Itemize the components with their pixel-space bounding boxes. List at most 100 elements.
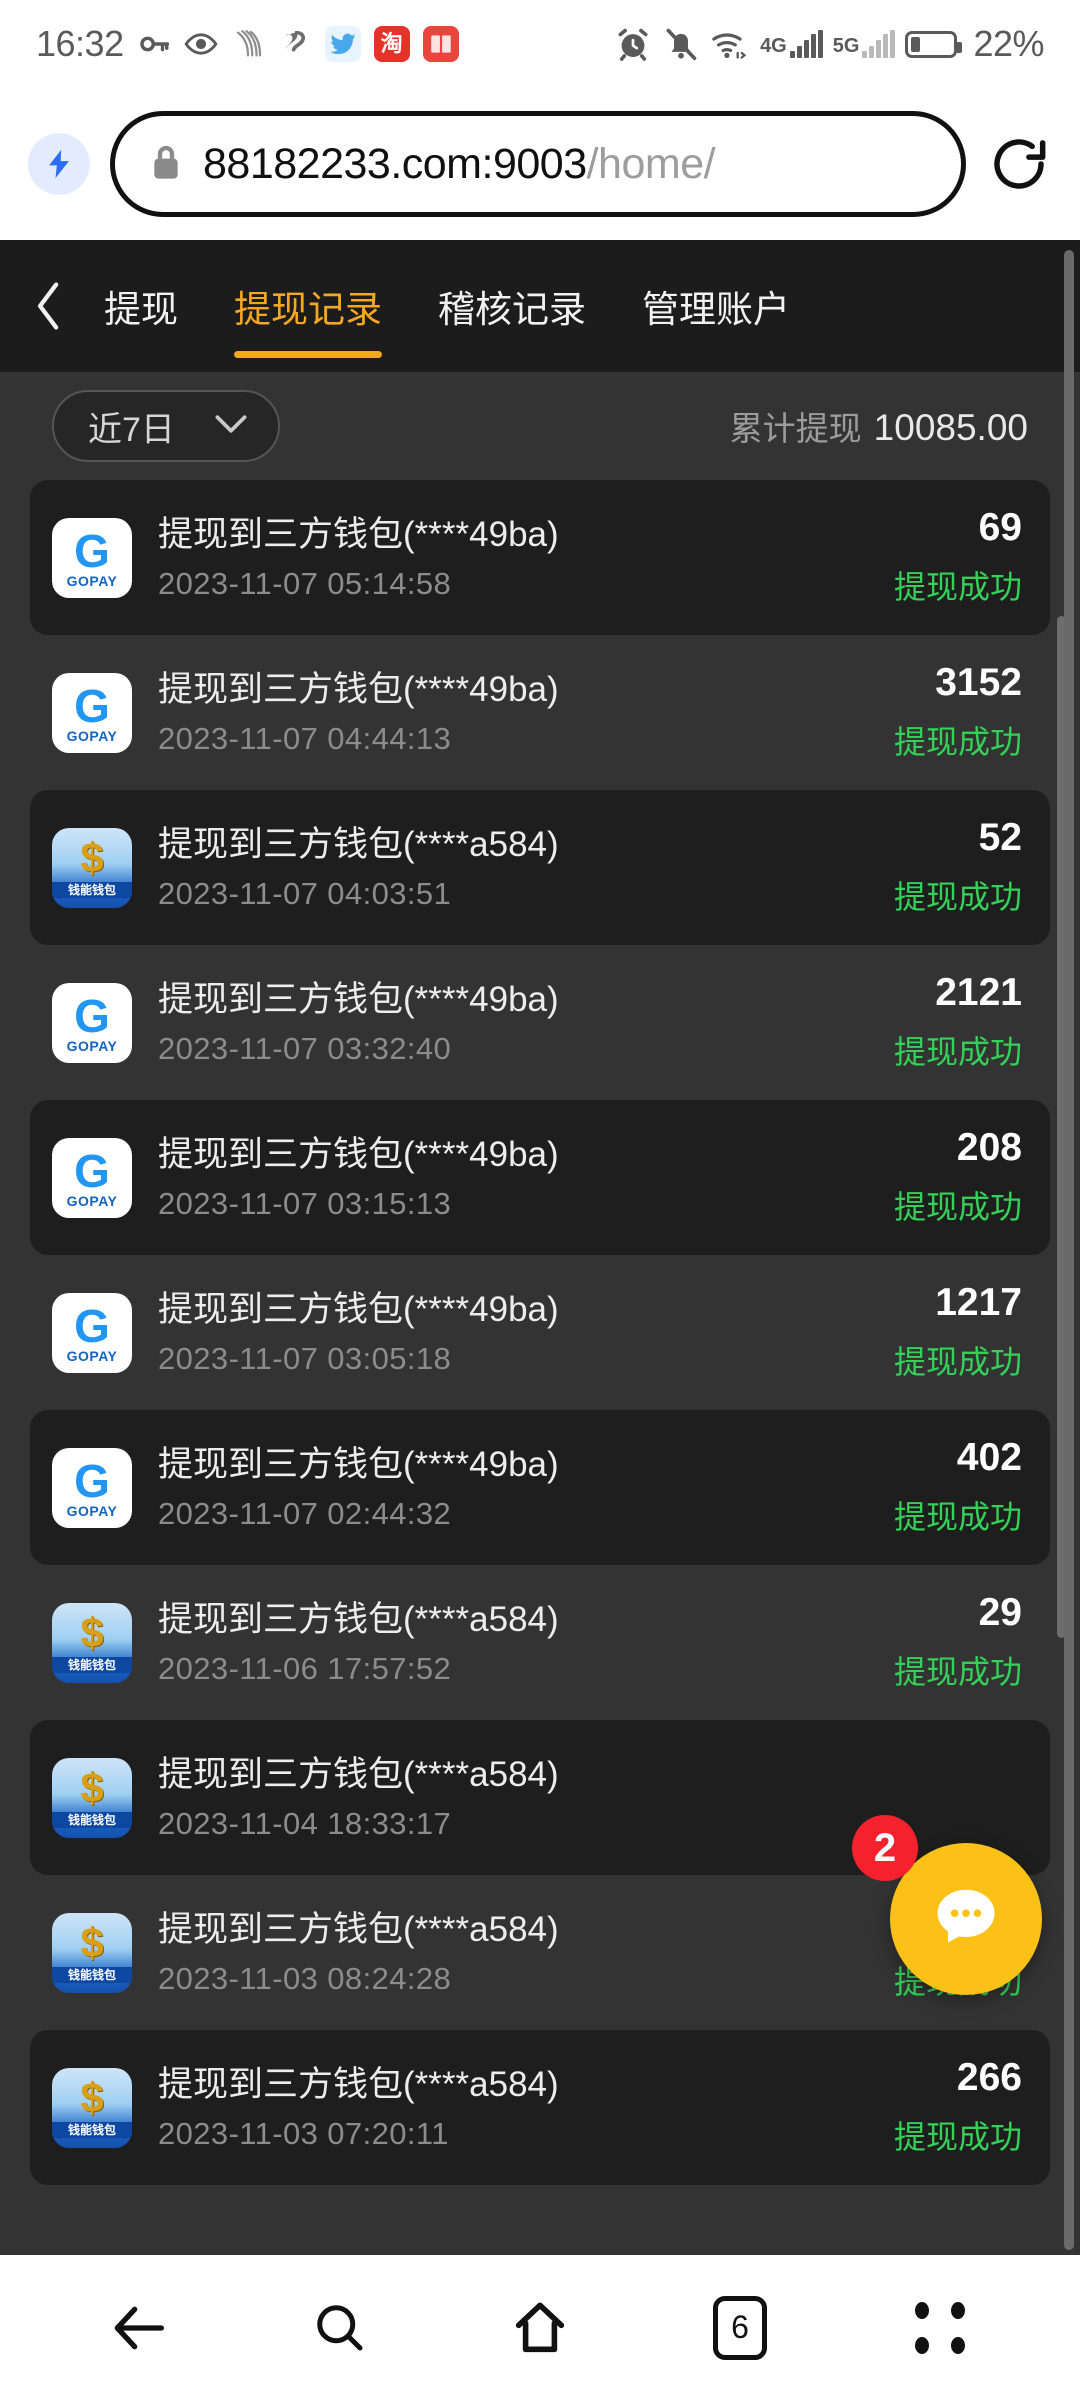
tab-label: 提现 <box>104 289 178 330</box>
chat-fab-button[interactable]: 2 <box>852 1815 1042 1995</box>
lock-icon <box>149 142 183 187</box>
gopay-letter: G <box>74 990 110 1043</box>
record-status: 提现成功 <box>893 2118 1022 2155</box>
record-amount-status: 208 提现成功 <box>893 1126 1026 1228</box>
twitter-icon <box>324 26 361 62</box>
network-5g-label: 5G <box>832 35 860 57</box>
system-nav-bar: 6 <box>0 2255 1080 2400</box>
url-host: 88182233.com:9003 <box>203 139 587 188</box>
record-amount-status <box>1022 1792 1026 1804</box>
record-row[interactable]: $ 钱能钱包 提现到三方钱包(****a584) 2023-11-06 17:57:5… <box>30 1565 1050 1720</box>
record-row[interactable]: G GOPAY 提现到三方钱包(****49ba) 2023-11-07 03:05:… <box>30 1255 1050 1410</box>
record-row[interactable]: G GOPAY 提现到三方钱包(****49ba) 2023-11-07 02:44:… <box>30 1410 1050 1565</box>
withdrawal-record-list[interactable]: G GOPAY 提现到三方钱包(****49ba) 2023-11-07 05:14:… <box>0 480 1080 2185</box>
gopay-name: GOPAY <box>66 1037 118 1054</box>
record-amount: 1217 <box>935 1281 1022 1325</box>
record-timestamp: 2023-11-04 18:33:17 <box>158 1806 452 1842</box>
home-icon[interactable] <box>480 2278 600 2378</box>
gopay-letter: G <box>74 1300 110 1353</box>
record-row[interactable]: G GOPAY 提现到三方钱包(****49ba) 2023-11-07 04:44:… <box>30 635 1050 790</box>
gopay-wallet-icon: G GOPAY <box>52 982 132 1063</box>
record-timestamp: 2023-11-07 03:32:40 <box>158 1031 452 1067</box>
page-scrollbar[interactable] <box>1064 250 1074 2250</box>
status-time: 16:32 <box>36 23 124 64</box>
tab-label: 提现记录 <box>234 289 382 330</box>
reload-icon[interactable] <box>986 131 1052 197</box>
chat-bubble-icon <box>928 1879 1004 1960</box>
record-amount-status: 52 提现成功 <box>893 816 1026 918</box>
chat-unread-badge: 2 <box>852 1815 918 1881</box>
gopay-name: GOPAY <box>66 1502 118 1519</box>
qianneng-name: 钱能钱包 <box>52 2122 132 2139</box>
record-title: 提现到三方钱包(****49ba) <box>158 1134 559 1174</box>
record-title: 提现到三方钱包(****a584) <box>158 1909 559 1949</box>
qianneng-wallet-icon: $ 钱能钱包 <box>52 2067 132 2148</box>
record-title: 提现到三方钱包(****49ba) <box>158 514 559 554</box>
tab-audit-records[interactable]: 稽核记录 <box>410 240 614 372</box>
search-icon[interactable] <box>280 2278 400 2378</box>
record-amount: 402 <box>956 1436 1022 1480</box>
record-amount: 69 <box>978 506 1022 550</box>
record-amount: 2121 <box>935 971 1022 1015</box>
back-icon[interactable] <box>80 2278 200 2378</box>
record-timestamp: 2023-11-07 05:14:58 <box>158 566 452 602</box>
date-range-dropdown[interactable]: 近7日 <box>52 390 280 462</box>
record-timestamp: 2023-11-07 04:03:51 <box>158 876 452 912</box>
heart-ribbon-icon <box>278 27 312 61</box>
qianneng-symbol: $ <box>80 2073 104 2121</box>
total-label: 累计提现 <box>729 410 862 447</box>
gopay-wallet-icon: G GOPAY <box>52 1447 132 1528</box>
record-row[interactable]: $ 钱能钱包 提现到三方钱包(****a584) 2023-11-03 07:20:1… <box>30 2030 1050 2185</box>
menu-icon[interactable] <box>880 2278 1000 2378</box>
gopay-letter: G <box>74 1455 110 1508</box>
record-main: 提现到三方钱包(****49ba) 2023-11-07 04:44:13 <box>158 668 894 758</box>
eye-icon <box>184 27 218 61</box>
record-main: 提现到三方钱包(****a584) 2023-11-03 08:24:28 <box>158 1908 894 1998</box>
record-amount-status: 69 提现成功 <box>893 506 1026 608</box>
record-row[interactable]: G GOPAY 提现到三方钱包(****49ba) 2023-11-07 05:14:… <box>30 480 1050 635</box>
record-row[interactable]: $ 钱能钱包 提现到三方钱包(****a584) 2023-11-07 04:03:5… <box>30 790 1050 945</box>
record-title: 提现到三方钱包(****49ba) <box>158 1289 559 1329</box>
record-amount: 208 <box>956 1126 1022 1170</box>
qianneng-name: 钱能钱包 <box>52 1657 132 1674</box>
gopay-letter: G <box>74 525 110 578</box>
gopay-letter: G <box>74 1145 110 1198</box>
record-title: 提现到三方钱包(****a584) <box>158 1754 559 1794</box>
tab-withdraw-records[interactable]: 提现记录 <box>206 240 410 372</box>
chevron-left-icon[interactable] <box>22 281 76 331</box>
tabs-icon[interactable]: 6 <box>680 2278 800 2378</box>
record-main: 提现到三方钱包(****a584) 2023-11-06 17:57:52 <box>158 1598 894 1688</box>
tab-withdraw[interactable]: 提现 <box>76 240 206 372</box>
wifi-icon <box>710 27 750 61</box>
record-status: 提现成功 <box>893 1188 1022 1225</box>
qianneng-wallet-icon: $ 钱能钱包 <box>52 1602 132 1683</box>
page-content: 近7日 累计提现 10085.00 G GOPAY 提现到三方钱包(****49ba… <box>0 372 1080 2255</box>
signal-4g-icon: 4G <box>760 30 823 58</box>
gopay-name: GOPAY <box>66 1192 118 1209</box>
gopay-wallet-icon: G GOPAY <box>52 672 132 753</box>
qianneng-symbol: $ <box>80 1918 104 1966</box>
list-scrollbar[interactable] <box>1057 616 1066 1638</box>
record-status: 提现成功 <box>893 1498 1022 1535</box>
qianneng-symbol: $ <box>80 1763 104 1811</box>
url-input[interactable]: 88182233.com:9003/home/ <box>110 111 966 217</box>
gopay-name: GOPAY <box>66 727 118 744</box>
status-bar: 16:32 淘 <box>0 0 1080 88</box>
tab-label: 管理账户 <box>642 289 790 330</box>
qianneng-symbol: $ <box>80 833 104 881</box>
signal-5g-icon: 5G <box>833 30 896 58</box>
lightning-icon[interactable] <box>28 133 90 195</box>
record-row[interactable]: G GOPAY 提现到三方钱包(****49ba) 2023-11-07 03:32:… <box>30 945 1050 1100</box>
record-amount-status: 29 提现成功 <box>894 1591 1026 1693</box>
gopay-wallet-icon: G GOPAY <box>52 517 132 598</box>
gopay-name: GOPAY <box>66 1347 118 1364</box>
record-timestamp: 2023-11-07 03:15:13 <box>158 1186 452 1222</box>
record-status: 提现成功 <box>893 568 1022 605</box>
record-status: 提现成功 <box>893 878 1022 915</box>
gopay-wallet-icon: G GOPAY <box>52 1137 132 1218</box>
tab-manage-account[interactable]: 管理账户 <box>614 240 818 372</box>
record-status: 提现成功 <box>893 1343 1022 1380</box>
record-amount: 266 <box>956 2056 1022 2100</box>
record-row[interactable]: G GOPAY 提现到三方钱包(****49ba) 2023-11-07 03:15:… <box>30 1100 1050 1255</box>
